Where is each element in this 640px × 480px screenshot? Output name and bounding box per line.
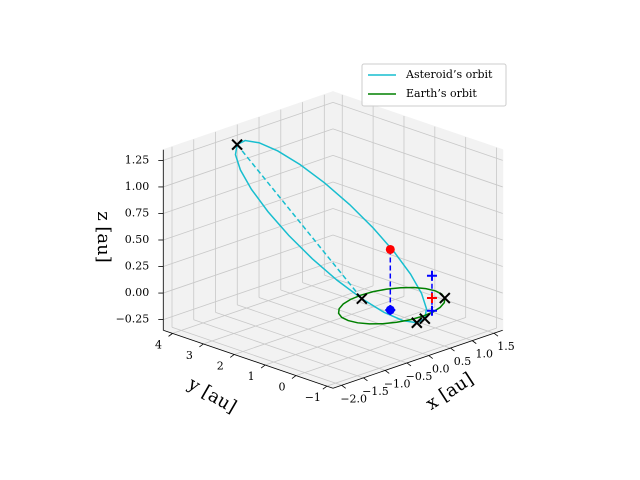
y-tick-label: −1 [305,391,321,404]
marker-x [419,313,431,325]
marker-plus [426,270,437,281]
grid-line [332,155,503,214]
grid-line [234,296,405,355]
tick-mark [341,384,346,389]
tick-mark [230,354,235,358]
marker-plus [385,304,396,315]
legend-label: Asteroid’s orbit [405,68,493,81]
grid-line [324,274,495,334]
z-tick-label: 0.25 [125,260,150,273]
tick-mark [260,364,266,369]
grid-line [332,181,503,241]
tick-mark [450,347,455,352]
y-tick-label: 2 [217,359,224,372]
x-tick-label: −2.0 [340,392,367,405]
z-tick-label: 0.50 [125,233,150,246]
grid-line [264,306,435,366]
z-tick-label: 1.00 [125,180,150,193]
marker-x [356,292,368,305]
grid-line [172,274,343,334]
grid-line [203,285,374,345]
legend-box [361,63,507,107]
tick-mark [199,343,204,348]
grid-line [163,234,334,294]
tick-mark [168,333,173,337]
x-tick-label: −0.5 [406,370,433,383]
marker-x [231,138,243,151]
tick-mark [406,362,412,367]
marker-plus [426,293,437,304]
tick-mark [291,375,297,379]
z-tick-label: 0.00 [125,286,150,299]
grid-line [163,101,334,161]
grid-line [163,261,334,320]
z-tick-label: −0.25 [116,313,150,326]
y-tick-label: 4 [155,338,162,351]
grid-line [332,208,503,267]
marker-x [439,292,451,304]
grid-line [326,327,497,387]
grid-line [237,304,408,364]
legend: Asteroid’s orbit Earth’s orbit [361,63,507,107]
grid-line [332,128,503,188]
tick-mark [493,332,499,337]
y-tick-label: 1 [248,370,255,383]
y-tick-label: 0 [278,381,285,394]
grid-line [163,208,334,267]
x-tick-label: 1.5 [497,340,515,353]
dashed-line [236,144,363,300]
x-tick-label: 0.5 [454,355,472,368]
grid-line [280,289,451,349]
tick-mark [384,370,390,374]
marker-x [411,317,423,329]
axis-line [163,329,334,389]
marker-plus [426,305,437,316]
orbit-line [337,286,446,325]
z-tick-label: 1.25 [125,153,150,166]
x-tick-label: 1.0 [475,348,493,361]
marker-dot [385,244,395,254]
tick-mark [363,377,368,382]
grid-line [163,181,334,241]
y-tick-label: 3 [186,349,193,362]
grid-line [193,319,364,379]
grid-line [295,317,466,376]
grid-line [332,234,503,294]
x-tick-label: 0.0 [432,363,450,376]
tick-mark [428,355,433,359]
grid-line [332,261,503,320]
x-tick-label: −1.5 [362,385,389,398]
grid-line [215,311,386,371]
grid-line [332,101,503,161]
axis-line [332,329,503,389]
x-tick-label: −1.0 [384,377,411,390]
tick-mark [472,340,477,344]
grid-line [258,297,429,356]
grid-line [171,326,342,386]
z-axis-label: z [au] [93,211,114,263]
legend-label: Earth’s orbit [406,87,477,100]
tick-mark [322,385,328,390]
z-tick-label: 0.75 [125,206,150,219]
